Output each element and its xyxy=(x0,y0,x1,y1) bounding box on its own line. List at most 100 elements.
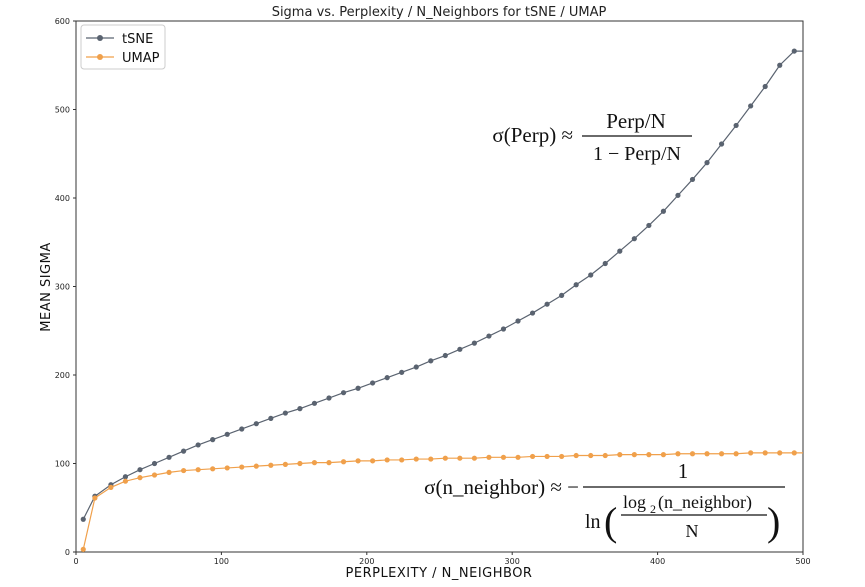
umap-point xyxy=(399,457,405,463)
umap-point xyxy=(471,455,477,461)
umap-point xyxy=(355,458,361,464)
tsne-point xyxy=(180,448,187,454)
tsne-point xyxy=(631,236,637,242)
y-axis: 0 100 200 300 400 500 600 xyxy=(55,17,76,557)
tsne-equation: σ(Perp) ≈ Perp/N 1 − Perp/N xyxy=(492,109,692,165)
umap-point xyxy=(80,546,86,552)
umap-point xyxy=(573,452,579,459)
tsne-point xyxy=(282,410,288,416)
tsne-point xyxy=(355,385,361,391)
umap-inner-log: log xyxy=(623,492,646,512)
tsne-point xyxy=(413,364,419,370)
umap-point xyxy=(253,463,259,469)
tsne-point xyxy=(297,406,303,412)
tsne-line xyxy=(82,50,803,520)
tsne-point xyxy=(224,431,230,437)
tsne-point xyxy=(471,340,477,346)
umap-equation: σ(n_neighbor) ≈ − 1 ln ( log 2 (n_neighb… xyxy=(424,459,785,544)
umap-point xyxy=(704,451,710,457)
tsne-point xyxy=(268,415,274,421)
tsne-point xyxy=(515,318,521,324)
tsne-point xyxy=(704,160,710,166)
legend-umap-marker xyxy=(97,54,103,60)
umap-point xyxy=(239,464,245,470)
umap-point xyxy=(268,462,274,468)
umap-point xyxy=(529,453,536,460)
tsne-equation-numerator: Perp/N xyxy=(606,109,666,133)
tsne-point xyxy=(617,248,623,254)
series-layer xyxy=(80,48,803,552)
umap-point xyxy=(733,451,739,457)
tsne-point xyxy=(573,282,579,288)
tsne-equation-lhs: σ(Perp) ≈ xyxy=(492,123,573,147)
y-tick-label: 100 xyxy=(55,460,70,469)
umap-point xyxy=(660,452,667,458)
umap-equation-numerator: 1 xyxy=(678,459,689,483)
y-tick-label: 500 xyxy=(55,106,70,115)
umap-point xyxy=(544,453,550,460)
umap-point xyxy=(122,478,129,484)
y-tick-label: 400 xyxy=(55,194,70,203)
tsne-point xyxy=(370,380,376,386)
legend-tsne-marker xyxy=(97,35,103,41)
umap-point xyxy=(210,466,216,472)
legend-tsne-label: tSNE xyxy=(122,32,153,47)
y-tick-label: 200 xyxy=(55,371,70,380)
y-tick-label: 0 xyxy=(65,548,70,557)
umap-point xyxy=(762,450,768,456)
tsne-point xyxy=(559,292,565,298)
umap-point xyxy=(151,472,158,478)
umap-point xyxy=(689,451,696,457)
tsne-point xyxy=(399,369,405,375)
tsne-point xyxy=(326,395,332,401)
umap-paren-right: ) xyxy=(767,499,780,544)
umap-point xyxy=(108,484,114,490)
tsne-point xyxy=(151,460,158,467)
tsne-point xyxy=(195,442,201,448)
umap-point xyxy=(791,450,797,456)
tsne-point xyxy=(777,62,783,68)
umap-point xyxy=(515,454,521,460)
tsne-point xyxy=(311,400,318,406)
umap-point xyxy=(646,452,652,458)
tsne-point xyxy=(253,421,259,427)
umap-point xyxy=(384,457,390,463)
tsne-point xyxy=(166,454,172,460)
umap-point xyxy=(311,460,318,466)
umap-point xyxy=(370,458,376,464)
umap-point xyxy=(413,456,419,462)
umap-point xyxy=(195,467,201,473)
tsne-point xyxy=(340,390,347,396)
legend-umap-label: UMAP xyxy=(122,51,160,66)
tsne-point xyxy=(646,222,652,229)
tsne-point xyxy=(748,103,754,109)
y-tick-label: 300 xyxy=(55,283,70,292)
umap-point xyxy=(166,469,172,475)
x-axis: 0 100 200 300 400 500 xyxy=(73,552,811,566)
tsne-point xyxy=(428,358,434,364)
umap-point xyxy=(180,467,187,474)
umap-point xyxy=(326,460,332,466)
tsne-point xyxy=(500,326,507,332)
x-tick-label: 500 xyxy=(795,557,810,566)
umap-point xyxy=(457,455,463,461)
tsne-point xyxy=(529,310,536,316)
tsne-point xyxy=(80,516,86,522)
umap-point xyxy=(675,451,681,457)
y-axis-label: MEAN SIGMA xyxy=(39,242,54,331)
umap-inner-log-base: 2 xyxy=(650,502,656,516)
chart-title: Sigma vs. Perplexity / N_Neighbors for t… xyxy=(272,5,607,20)
tsne-point xyxy=(602,260,608,267)
x-tick-label: 200 xyxy=(359,557,374,566)
x-tick-label: 100 xyxy=(214,557,229,566)
umap-point xyxy=(340,459,347,465)
umap-paren-left: ( xyxy=(604,499,617,544)
umap-point xyxy=(588,452,594,459)
tsne-equation-denominator: 1 − Perp/N xyxy=(593,143,681,165)
tsne-point xyxy=(718,141,725,147)
umap-point xyxy=(500,454,507,460)
tsne-point xyxy=(457,346,463,352)
umap-point xyxy=(748,450,754,456)
umap-point xyxy=(137,475,143,481)
